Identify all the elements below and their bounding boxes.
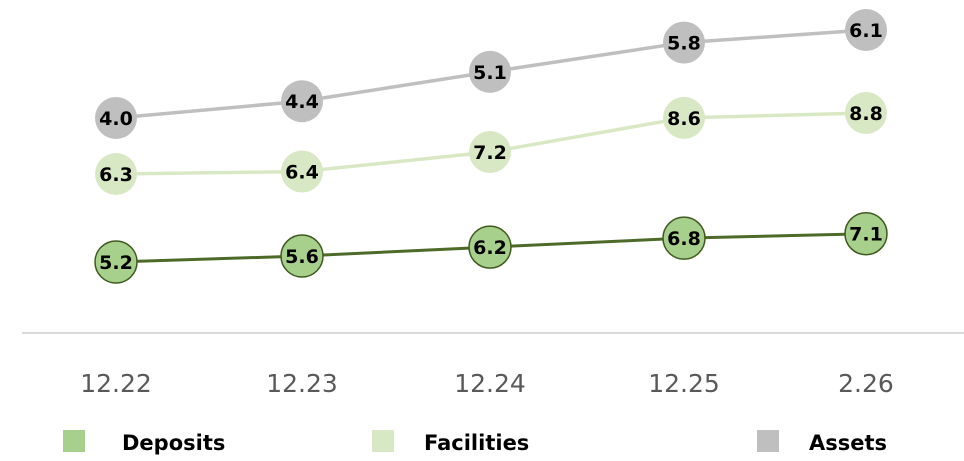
data-label-assets: 5.8 [667,33,701,55]
legend-label: Facilities [424,431,529,455]
data-point-assets [281,80,323,123]
legend-swatch [63,430,85,452]
data-point-facilities [281,150,323,193]
data-label-facilities: 8.6 [667,108,701,130]
data-label-facilities: 7.2 [473,142,507,164]
data-label-assets: 4.0 [99,108,133,130]
data-label-deposits: 7.1 [849,224,883,246]
legend-swatch [757,430,779,452]
data-point-deposits [94,240,138,284]
data-point-facilities [845,92,887,134]
data-point-assets [95,97,137,139]
data-label-deposits: 5.6 [285,246,319,268]
data-point-deposits [280,234,324,278]
data-label-facilities: 6.4 [285,162,319,184]
data-point-facilities [95,153,137,195]
legend-item-facilities: Facilities [372,430,529,455]
data-label-facilities: 6.3 [99,164,133,186]
data-label-deposits: 6.2 [473,237,507,259]
legend-label: Deposits [122,431,225,455]
data-point-facilities [663,96,705,139]
series-markers [94,9,888,284]
data-labels: 4.0 4.4 5.1 5.8 6.1 6.3 6.4 7.2 8.6 8.8 5.2 5.6 6.2 6… [99,20,883,274]
x-tick-label: 12.24 [454,369,526,398]
data-label-deposits: 5.2 [99,252,133,274]
data-label-facilities: 8.8 [849,103,883,125]
x-tick-label: 12.22 [80,369,152,398]
data-point-deposits [468,225,512,269]
x-tick-label: 12.23 [266,369,338,398]
legend: Deposits Facilities Assets [63,430,887,455]
data-point-assets [845,9,887,52]
x-tick-label: 2.26 [838,369,894,398]
x-axis-tick-labels: 12.22 12.23 12.24 12.25 2.26 [80,369,894,398]
x-tick-label: 12.25 [648,369,720,398]
legend-swatch [372,430,394,452]
data-point-assets [469,50,511,93]
legend-label: Assets [809,431,887,455]
data-point-assets [663,21,705,64]
legend-item-assets: Assets [757,430,887,455]
data-point-deposits [662,216,706,260]
data-point-facilities [469,131,511,174]
data-label-assets: 5.1 [473,62,507,84]
data-label-assets: 6.1 [849,20,883,42]
data-label-assets: 4.4 [285,91,319,113]
data-point-deposits [844,211,888,256]
data-label-deposits: 6.8 [667,228,701,250]
legend-item-deposits: Deposits [63,430,225,455]
